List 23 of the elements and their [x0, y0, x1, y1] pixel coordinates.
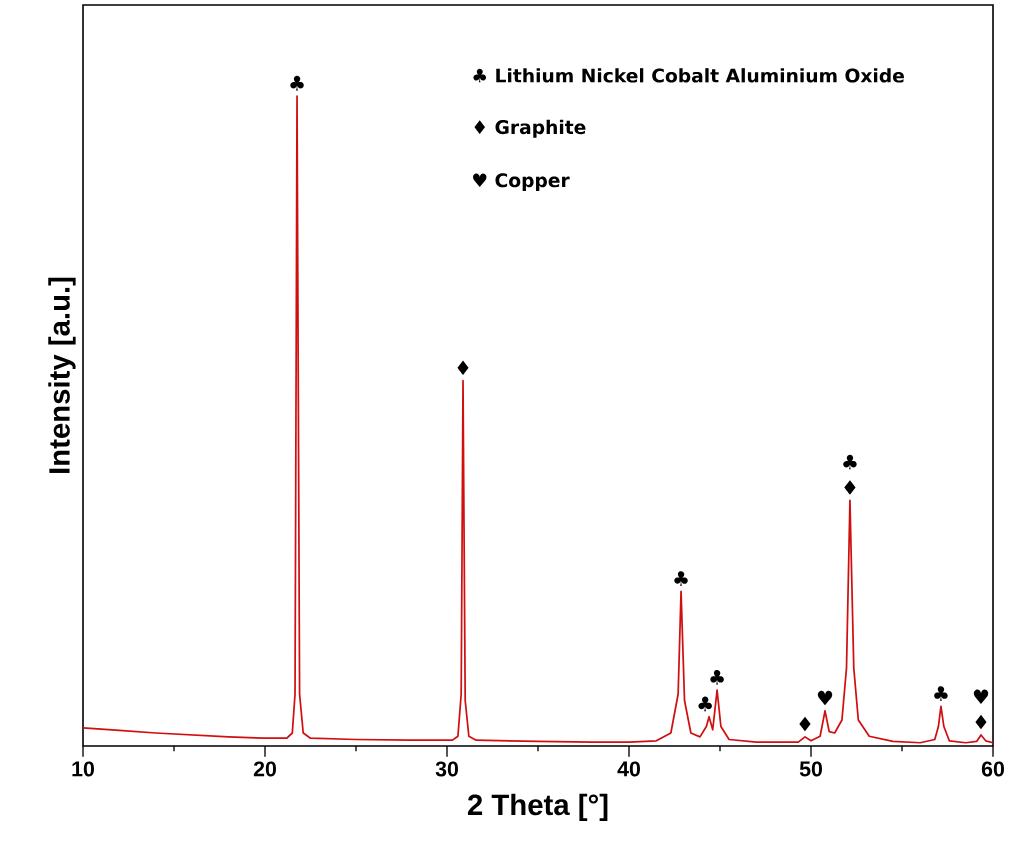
text: ♣ Lithium Nickel Cobalt Aluminium Oxide	[473, 68, 904, 83]
annotation: ♦	[799, 716, 811, 732]
annotation: ♥	[973, 689, 989, 705]
annotation: ♣	[710, 669, 724, 685]
annotation: ♣	[698, 696, 712, 712]
x-tick-label: 60	[981, 761, 1004, 777]
annotation: ♣	[290, 75, 304, 91]
annotation: ♦	[975, 714, 987, 730]
x-tick-label: 20	[253, 761, 276, 777]
annotation: ♣	[674, 571, 688, 586]
x-tick-label: 50	[799, 761, 822, 777]
x-tick-label: 10	[72, 761, 94, 777]
annotation: ♦ Graphite	[474, 119, 586, 138]
annotation: ♥	[817, 690, 833, 706]
annotation: ♣	[843, 454, 857, 470]
annotation: ♦	[457, 360, 469, 376]
x-tick-label: 30	[435, 761, 458, 777]
annotation: ♣	[934, 686, 948, 701]
x-tick-label: 40	[617, 761, 640, 777]
y-axis-title: Intensity [a.u.]	[48, 277, 76, 473]
x-axis-title: 2 Theta [°]	[467, 793, 608, 822]
annotation: ♦	[844, 480, 856, 495]
annotation: ♥ Copper	[473, 173, 570, 191]
